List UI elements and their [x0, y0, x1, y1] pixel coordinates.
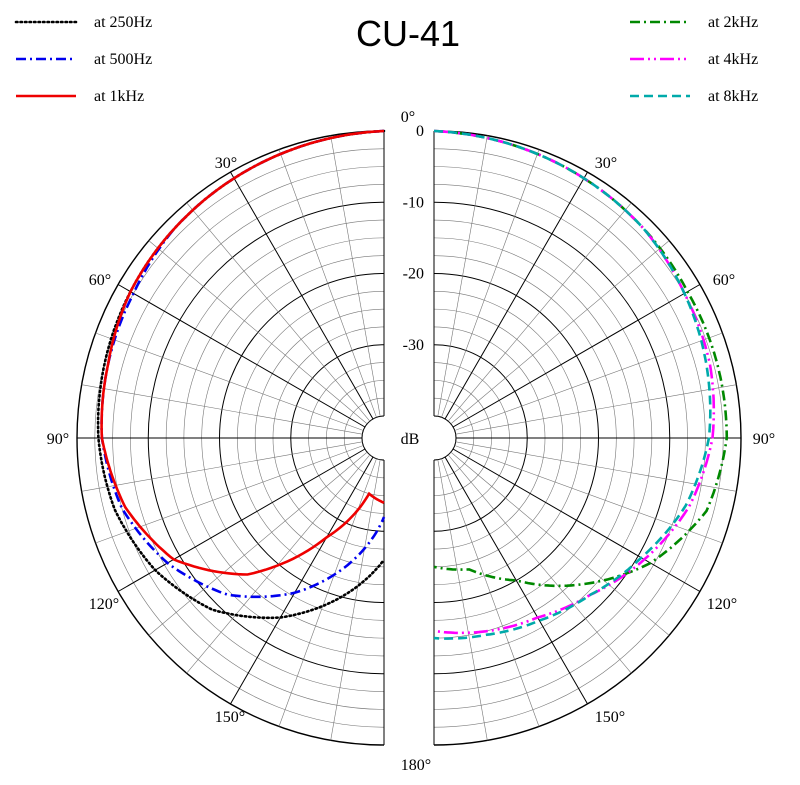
grid-spoke — [230, 171, 374, 420]
grid-spoke — [437, 459, 488, 741]
grid-spoke — [230, 456, 374, 705]
axis-labels: 0° 30° 60° 90° 120° 150° 180° 30° 60° 90° 120° 150°… — [47, 109, 775, 774]
grid-spoke — [278, 458, 377, 727]
angle-tick-label: 0° — [401, 109, 415, 126]
grid-spoke — [278, 149, 377, 418]
legend-left: at 250Hz at 500Hz at 1kHz — [14, 14, 152, 105]
grid-spoke — [452, 448, 701, 592]
angle-tick-label: 90° — [47, 431, 69, 448]
grid-spoke — [148, 451, 368, 636]
series-line-5 — [433, 129, 712, 640]
series-line-3 — [433, 129, 729, 588]
radial-tick-label: 0 — [416, 123, 424, 140]
radial-unit-label: dB — [401, 431, 420, 448]
grid-spoke — [437, 135, 488, 417]
radial-tick-label: -30 — [403, 337, 424, 354]
grid-spoke — [447, 202, 632, 422]
angle-tick-label: 120° — [707, 596, 737, 613]
angle-tick-label: 90° — [753, 431, 775, 448]
grid-spoke — [447, 454, 632, 674]
legend-label-2: at 1kHz — [94, 88, 144, 105]
grid-spoke — [148, 240, 368, 425]
grid-spoke — [441, 458, 540, 727]
grid-spoke — [450, 240, 670, 425]
angle-tick-label: 180° — [401, 757, 431, 774]
legend-label-4: at 4kHz — [708, 51, 758, 68]
chart-title: CU-41 — [356, 13, 460, 54]
legend-right: at 2kHz at 4kHz at 8kHz — [630, 14, 758, 105]
grid-spoke — [444, 456, 588, 705]
grid-spoke — [81, 384, 363, 435]
angle-tick-label: 60° — [89, 272, 111, 289]
polar-grid — [76, 130, 742, 746]
angle-tick-label: 30° — [595, 155, 617, 172]
grid-spoke — [95, 332, 364, 431]
series-line-0 — [96, 129, 386, 620]
radial-tick-label: -10 — [403, 194, 424, 211]
grid-spoke — [452, 284, 701, 428]
radial-tick-label: -20 — [403, 266, 424, 283]
grid-spoke — [330, 459, 381, 741]
series-layer — [96, 129, 729, 640]
grid-spoke — [455, 384, 737, 435]
series-line-2 — [100, 129, 385, 576]
legend-label-3: at 2kHz — [708, 14, 758, 31]
grid-spoke — [81, 441, 363, 492]
angle-tick-label: 150° — [215, 709, 245, 726]
angle-tick-label: 60° — [713, 272, 735, 289]
grid-spoke — [117, 284, 366, 428]
angle-tick-label: 120° — [89, 596, 119, 613]
angle-tick-label: 150° — [595, 709, 625, 726]
grid-spoke — [444, 171, 588, 420]
legend-label-5: at 8kHz — [708, 88, 758, 105]
angle-tick-label: 30° — [215, 155, 237, 172]
grid-spoke — [454, 445, 723, 544]
grid-spoke — [330, 135, 381, 417]
grid-spoke — [454, 332, 723, 431]
grid-spoke — [186, 202, 371, 422]
legend-label-0: at 250Hz — [94, 14, 152, 31]
grid-spoke — [441, 149, 540, 418]
legend-label-1: at 500Hz — [94, 51, 152, 68]
grid-spoke — [455, 441, 737, 492]
grid-spoke — [117, 448, 366, 592]
grid-spoke — [450, 451, 670, 636]
